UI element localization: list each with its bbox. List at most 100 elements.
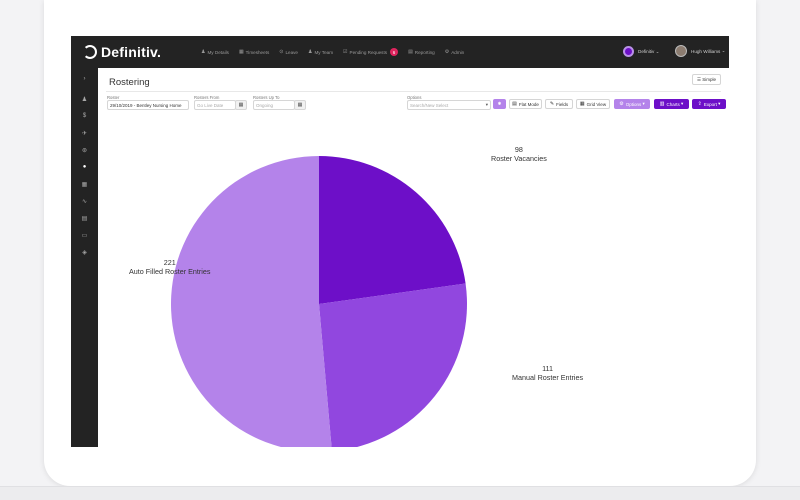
grid-view-label: Grid View — [586, 101, 607, 107]
nav-item-admin[interactable]: ⚙ Admin — [445, 49, 465, 55]
slice-label-auto-filled-roster-entries: 221 Auto Filled Roster Entries — [129, 258, 211, 276]
gear-icon: ⚙ — [619, 101, 624, 107]
brand-logo[interactable]: Definitiv. — [83, 44, 183, 60]
charts-button[interactable]: ▥ Charts ▾ — [654, 99, 689, 109]
roster-select[interactable]: 29/10/2019 - Bentley Nursing Home — [107, 100, 189, 110]
cube-icon[interactable]: ◈ — [82, 250, 87, 256]
app-screen: Definitiv. ♟ My Details ▦ Timesheets ⊙ Leav… — [71, 36, 729, 447]
options-placeholder: Search/New Select — [410, 102, 449, 108]
report-icon: ▤ — [408, 49, 413, 55]
nav-item-label: Reporting — [414, 49, 435, 55]
trend-icon[interactable]: ∿ — [81, 199, 88, 205]
gear-icon: ⚙ — [444, 49, 450, 55]
options-button[interactable]: ⚙ Options ▾ — [614, 99, 650, 109]
caret-down-icon: ▾ — [716, 101, 721, 106]
rosters-from-input[interactable]: Go Live Date — [194, 100, 236, 110]
title-divider — [106, 91, 721, 92]
settings-toggle-button[interactable]: ✱ — [493, 99, 506, 109]
user-name: Hugh Williams — [691, 48, 721, 54]
options-button-label: Options — [625, 101, 642, 107]
laptop-base — [0, 486, 800, 500]
chevron-down-icon: ⌄ — [654, 48, 660, 54]
plane-icon[interactable]: ✈ — [81, 131, 88, 137]
rosters-from-label: Rosters From — [194, 95, 220, 100]
team-icon: ♟ — [307, 49, 313, 55]
user-icon: ♟ — [201, 49, 206, 55]
chevron-down-icon: ⌄ — [720, 48, 726, 53]
slice-name: Roster Vacancies — [491, 154, 547, 163]
nav-item-leave[interactable]: ⊙ Leave — [279, 49, 298, 55]
sidebar: › ♟ $ ✈ ⊛ ● ▦ ∿ ▤ ▭ ◈ — [71, 68, 98, 447]
export-button[interactable]: ⇪ Export ▾ — [692, 99, 726, 109]
fields-button[interactable]: ✎ Fields — [545, 99, 573, 109]
rosters-upto-placeholder: Ongoing — [256, 102, 274, 108]
rosters-upto-input[interactable]: Ongoing — [253, 100, 295, 110]
rosters-from-placeholder: Go Live Date — [197, 102, 224, 108]
brand-mark-icon — [83, 45, 97, 59]
fields-label: Fields — [556, 101, 569, 107]
chart-icon: ▥ — [659, 101, 665, 107]
slice-value: 98 — [514, 145, 523, 154]
pie-slice-auto-filled-roster-entries[interactable] — [171, 156, 332, 447]
slice-name: Auto Filled Roster Entries — [129, 267, 211, 276]
roster-value: 29/10/2019 - Bentley Nursing Home — [110, 102, 182, 108]
avatar — [675, 45, 687, 57]
target-icon[interactable]: ⊛ — [81, 148, 88, 154]
page-title: Rostering — [109, 77, 150, 88]
wrench-icon: ✎ — [549, 101, 555, 107]
list-icon: ☰ — [697, 76, 703, 82]
nav-item-my-team[interactable]: ♟ My Team — [308, 49, 333, 55]
pie-chart[interactable] — [169, 154, 469, 447]
nav-item-label: Pending Requests — [349, 49, 388, 55]
nav-item-pending-requests[interactable]: ☑ Pending Requests 6 — [343, 48, 399, 56]
slice-label-roster-vacancies: 98 Roster Vacancies — [491, 145, 547, 163]
nav-item-label: Timesheets — [245, 49, 270, 55]
calendar-icon[interactable]: ▦ — [294, 100, 306, 110]
folder-icon[interactable]: ▭ — [81, 233, 88, 239]
org-switcher[interactable]: Definitiv ⌄ — [623, 46, 659, 57]
options-select[interactable]: Search/New Select ▾ — [407, 100, 491, 110]
person-icon[interactable]: ♟ — [81, 97, 88, 103]
main-content: Rostering ☰ Simple Roster 29/10/2019 - B… — [98, 68, 729, 447]
calendar-icon[interactable]: ▦ — [235, 100, 247, 110]
clock-icon: ⊙ — [279, 49, 284, 55]
slice-value: 221 — [163, 258, 176, 267]
options-label: Options — [407, 95, 422, 100]
roster-label: Roster — [107, 95, 120, 100]
simple-view-button[interactable]: ☰ Simple — [692, 74, 722, 85]
pending-count-badge: 6 — [390, 48, 399, 56]
rosters-upto-label: Rosters Up To — [253, 95, 280, 100]
calendar-icon: ▦ — [238, 49, 244, 55]
main-nav: ♟ My Details ▦ Timesheets ⊙ Leave ♟ My Team … — [201, 48, 474, 56]
document-icon[interactable]: ▤ — [81, 216, 88, 222]
flat-mode-icon: ▤ — [512, 101, 517, 107]
nav-item-label: My Details — [207, 49, 229, 55]
export-icon: ⇪ — [697, 101, 702, 107]
nav-item-my-details[interactable]: ♟ My Details — [201, 49, 229, 55]
flat-mode-button[interactable]: ▤ Flat Mode — [509, 99, 542, 109]
nav-item-label: Admin — [451, 49, 465, 55]
grid-icon: ▦ — [579, 101, 585, 107]
pie-slice-manual-roster-entries[interactable] — [319, 283, 467, 447]
grid-icon[interactable]: ▦ — [81, 182, 88, 188]
nav-item-timesheets[interactable]: ▦ Timesheets — [239, 49, 269, 55]
caret-down-icon: ▾ — [641, 101, 645, 106]
pie-slice-roster-vacancies[interactable] — [319, 156, 466, 304]
nav-item-label: My Team — [314, 49, 334, 55]
user-menu[interactable]: Hugh Williams ⌄ — [675, 45, 726, 57]
org-logo-icon — [623, 46, 634, 57]
charts-label: Charts — [666, 101, 680, 107]
checkbox-icon: ☑ — [343, 49, 348, 55]
slice-label-manual-roster-entries: 111 Manual Roster Entries — [512, 364, 583, 382]
nav-item-label: Leave — [285, 49, 298, 55]
expand-sidebar-icon[interactable]: › — [83, 76, 86, 82]
simple-view-label: Simple — [702, 77, 717, 82]
org-name: Definitiv — [638, 49, 655, 54]
cog-icon: ✱ — [497, 101, 502, 106]
caret-down-icon: ▾ — [485, 102, 488, 107]
dollar-icon[interactable]: $ — [82, 113, 87, 119]
rostering-icon[interactable]: ● — [82, 164, 87, 170]
grid-view-button[interactable]: ▦ Grid View — [576, 99, 610, 109]
slice-name: Manual Roster Entries — [512, 373, 584, 382]
nav-item-reporting[interactable]: ▤ Reporting — [408, 49, 435, 55]
